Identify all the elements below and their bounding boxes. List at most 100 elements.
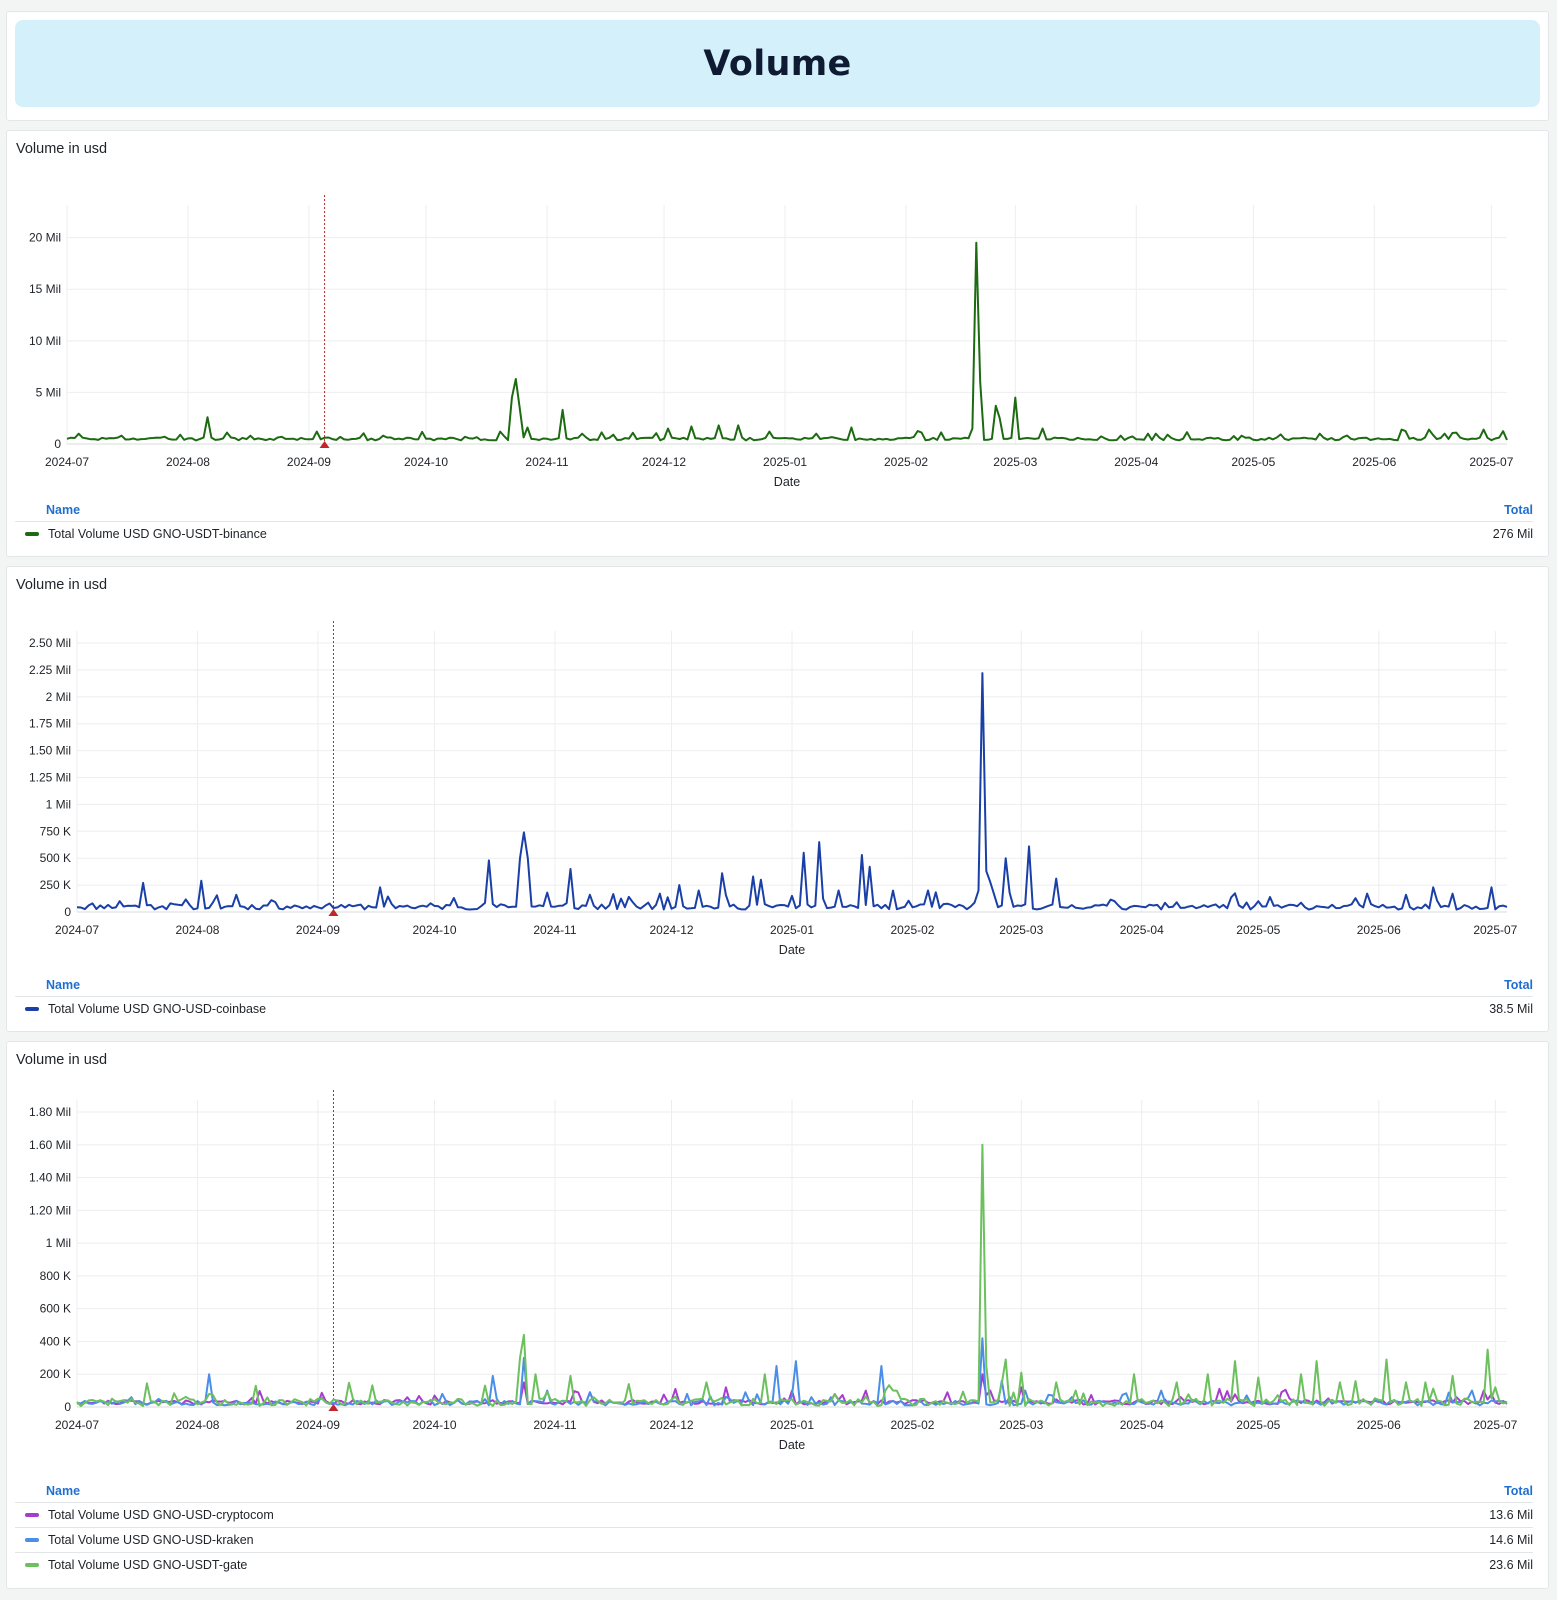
- legend-total-header[interactable]: Total: [1504, 503, 1533, 517]
- x-tick-label: 2025-01: [770, 1418, 814, 1432]
- legend-row-gate[interactable]: Total Volume USD GNO-USDT-gate 23.6 Mil: [15, 1552, 1533, 1577]
- legend-name-header[interactable]: Name: [46, 1484, 81, 1498]
- x-tick-label: 2025-06: [1357, 1418, 1401, 1432]
- x-tick-label: 2025-04: [1114, 455, 1158, 469]
- y-tick-label: 2.25 Mil: [29, 663, 71, 677]
- legend-swatch: [25, 532, 39, 536]
- y-tick-label: 5 Mil: [36, 385, 61, 399]
- legend-series-total: 23.6 Mil: [1489, 1558, 1533, 1572]
- y-tick-label: 1.60 Mil: [29, 1138, 71, 1152]
- x-axis-title: Date: [779, 1438, 805, 1452]
- y-tick-label: 0: [64, 1400, 71, 1414]
- x-tick-label: 2024-09: [287, 455, 331, 469]
- y-tick-label: 250 K: [40, 878, 71, 892]
- legend-swatch: [25, 1513, 39, 1517]
- legend-total-header[interactable]: Total: [1504, 1484, 1533, 1498]
- x-tick-label: 2025-05: [1231, 455, 1275, 469]
- y-tick-label: 0: [64, 905, 71, 919]
- legend-header: Name Total: [46, 503, 1533, 517]
- x-tick-label: 2024-11: [533, 1418, 576, 1432]
- x-tick-label: 2025-02: [884, 455, 928, 469]
- x-tick-label: 2024-07: [55, 1418, 99, 1432]
- x-tick-label: 2025-06: [1357, 923, 1401, 937]
- chart-panel-coinbase: Volume in usd 0 250 K 500 K 750 K 1 Mil 1.25 …: [6, 566, 1549, 1032]
- x-tick-label: 2024-09: [296, 1418, 340, 1432]
- y-tick-label: 750 K: [40, 824, 71, 838]
- x-tick-label: 2025-04: [1120, 923, 1164, 937]
- legend-name-header[interactable]: Name: [46, 978, 81, 992]
- y-tick-label: 1.50 Mil: [29, 744, 71, 758]
- line-chart-binance[interactable]: 0 5 Mil 10 Mil 15 Mil 20 Mil 2024-07 2024-08 20…: [7, 169, 1548, 529]
- x-tick-label: 2025-06: [1352, 455, 1396, 469]
- y-tick-label: 1.75 Mil: [29, 717, 71, 731]
- x-tick-label: 2024-08: [175, 923, 219, 937]
- y-tick-label: 10 Mil: [29, 334, 61, 348]
- legend-series-total: 13.6 Mil: [1489, 1508, 1533, 1522]
- x-tick-label: 2025-03: [999, 923, 1043, 937]
- legend-series-name: Total Volume USD GNO-USD-coinbase: [48, 1002, 267, 1016]
- y-tick-label: 800 K: [40, 1269, 71, 1283]
- x-tick-label: 2025-02: [890, 1418, 934, 1432]
- legend-row-cryptocom[interactable]: Total Volume USD GNO-USD-cryptocom 13.6 …: [15, 1502, 1533, 1527]
- legend-header: Name Total: [46, 1484, 1533, 1498]
- legend-name-header[interactable]: Name: [46, 503, 81, 517]
- chart-panel-multi: Volume in usd 0 200 K 400 K 600 K 800 K 1 Mil…: [6, 1041, 1549, 1589]
- x-tick-label: 2025-03: [999, 1418, 1043, 1432]
- legend-series-name: Total Volume USD GNO-USD-cryptocom: [48, 1508, 274, 1522]
- x-tick-label: 2025-07: [1473, 1418, 1517, 1432]
- y-tick-label: 2.50 Mil: [29, 636, 71, 650]
- x-axis-title: Date: [774, 475, 800, 489]
- y-tick-label: 0: [54, 437, 61, 451]
- legend-header: Name Total: [46, 978, 1533, 992]
- x-tick-label: 2024-09: [296, 923, 340, 937]
- legend-total-header[interactable]: Total: [1504, 978, 1533, 992]
- y-tick-label: 20 Mil: [29, 231, 61, 245]
- x-tick-label: 2025-07: [1469, 455, 1513, 469]
- series-line[interactable]: [66, 241, 1508, 442]
- y-tick-label: 400 K: [40, 1334, 71, 1348]
- x-tick-label: 2024-11: [533, 923, 576, 937]
- x-axis-title: Date: [779, 943, 805, 957]
- y-tick-label: 1.40 Mil: [29, 1171, 71, 1185]
- y-tick-label: 1.80 Mil: [29, 1105, 71, 1119]
- x-tick-label: 2024-10: [412, 1418, 456, 1432]
- x-tick-label: 2024-10: [412, 923, 456, 937]
- y-tick-label: 200 K: [40, 1367, 71, 1381]
- annotation-marker[interactable]: [328, 1404, 339, 1411]
- legend-row-coinbase[interactable]: Total Volume USD GNO-USD-coinbase 38.5 M…: [15, 996, 1533, 1021]
- x-tick-label: 2024-08: [175, 1418, 219, 1432]
- legend-series-total: 14.6 Mil: [1489, 1533, 1533, 1547]
- annotation-marker[interactable]: [328, 909, 339, 916]
- line-chart-coinbase[interactable]: 0 250 K 500 K 750 K 1 Mil 1.25 Mil 1.50 Mil 1.7…: [7, 605, 1548, 995]
- y-tick-label: 1.20 Mil: [29, 1203, 71, 1217]
- y-tick-label: 500 K: [40, 851, 71, 865]
- x-tick-label: 2025-04: [1120, 1418, 1164, 1432]
- x-tick-label: 2025-05: [1236, 923, 1280, 937]
- x-tick-label: 2024-12: [650, 1418, 694, 1432]
- x-tick-label: 2025-07: [1473, 923, 1517, 937]
- grid: [76, 631, 1507, 913]
- x-tick-label: 2025-01: [770, 923, 814, 937]
- x-tick-label: 2024-07: [45, 455, 89, 469]
- legend-series-name: Total Volume USD GNO-USDT-gate: [48, 1558, 248, 1572]
- line-chart-multi[interactable]: 0 200 K 400 K 600 K 800 K 1 Mil 1.20 Mil 1.40 M…: [7, 1080, 1548, 1500]
- legend-row-kraken[interactable]: Total Volume USD GNO-USD-kraken 14.6 Mil: [15, 1527, 1533, 1552]
- grid: [66, 205, 1507, 445]
- x-tick-label: 2024-11: [525, 455, 568, 469]
- legend-row-binance[interactable]: Total Volume USD GNO-USDT-binance 276 Mi…: [15, 521, 1533, 546]
- header-banner: Volume: [15, 20, 1540, 107]
- legend-swatch: [25, 1007, 39, 1011]
- x-tick-label: 2025-01: [763, 455, 807, 469]
- legend-swatch: [25, 1563, 39, 1567]
- series-line[interactable]: [76, 1143, 1508, 1407]
- annotation-marker[interactable]: [319, 441, 330, 448]
- legend-series-name: Total Volume USD GNO-USD-kraken: [48, 1533, 254, 1547]
- series-line[interactable]: [76, 672, 1508, 911]
- x-tick-label: 2024-08: [166, 455, 210, 469]
- legend-series-total: 276 Mil: [1492, 527, 1533, 541]
- panel-title: Volume in usd: [16, 141, 108, 157]
- x-tick-label: 2024-12: [642, 455, 686, 469]
- x-tick-label: 2025-03: [993, 455, 1037, 469]
- y-tick-label: 2 Mil: [46, 690, 71, 704]
- legend-series-name: Total Volume USD GNO-USDT-binance: [48, 527, 267, 541]
